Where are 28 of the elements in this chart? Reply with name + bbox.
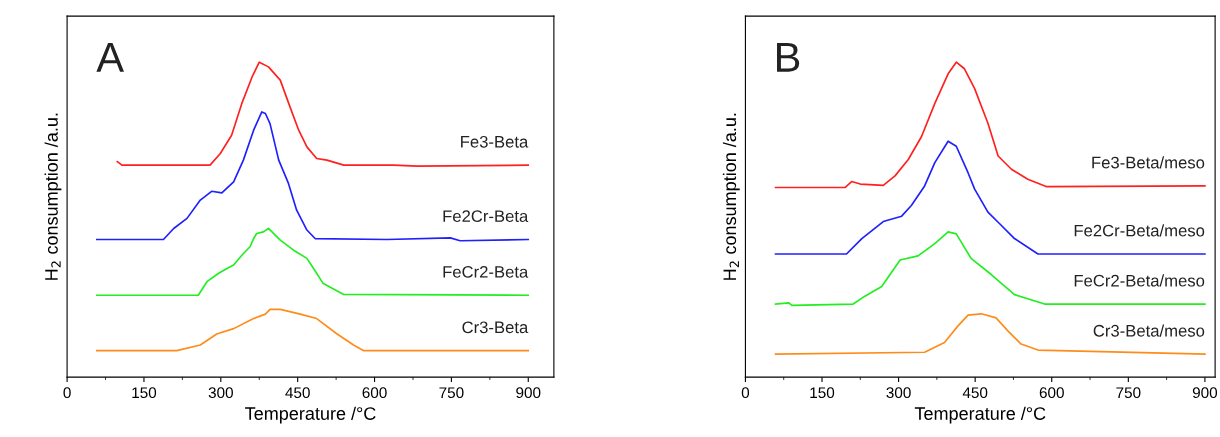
x-tick-label: 450	[962, 387, 988, 399]
series-label: FeCr2-Beta	[443, 265, 529, 278]
x-tick-label: 600	[362, 387, 387, 399]
x-tick-label: 600	[1039, 387, 1064, 399]
chart-title: B	[777, 42, 800, 72]
x-tick-label: 0	[741, 387, 750, 399]
y-axis-title: H$_{2}$ consumption /a.u.	[722, 113, 740, 280]
x-axis-title: Temperature /°C	[914, 406, 1046, 424]
x-tick-label: 0	[63, 387, 71, 399]
series-label: Fe3-Beta	[461, 135, 529, 148]
x-tick-label: 750	[439, 387, 464, 399]
series-label: FeCr2-Beta/meso	[1074, 274, 1205, 287]
series-label: Cr3-Beta	[462, 321, 529, 334]
series-label: Fe3-Beta/meso	[1092, 156, 1205, 169]
series-label: Fe2Cr-Beta/meso	[1074, 224, 1205, 237]
x-tick-label: 300	[208, 387, 233, 399]
x-tick-label: 150	[810, 387, 835, 399]
x-tick-label: 150	[132, 387, 157, 399]
x-tick-label: 900	[1192, 387, 1218, 399]
series-label: Cr3-Beta/meso	[1093, 324, 1205, 337]
y-axis-title: H$_{2}$ consumption /a.u.	[44, 113, 62, 280]
x-tick-label: 900	[516, 387, 541, 399]
x-tick-label: 450	[285, 387, 310, 399]
series-label: Fe2Cr-Beta	[443, 210, 529, 223]
x-tick-label: 750	[1116, 387, 1141, 399]
chart-title: A	[96, 42, 125, 72]
x-axis-title: Temperature /°C	[245, 406, 376, 424]
x-tick-label: 300	[886, 387, 911, 399]
